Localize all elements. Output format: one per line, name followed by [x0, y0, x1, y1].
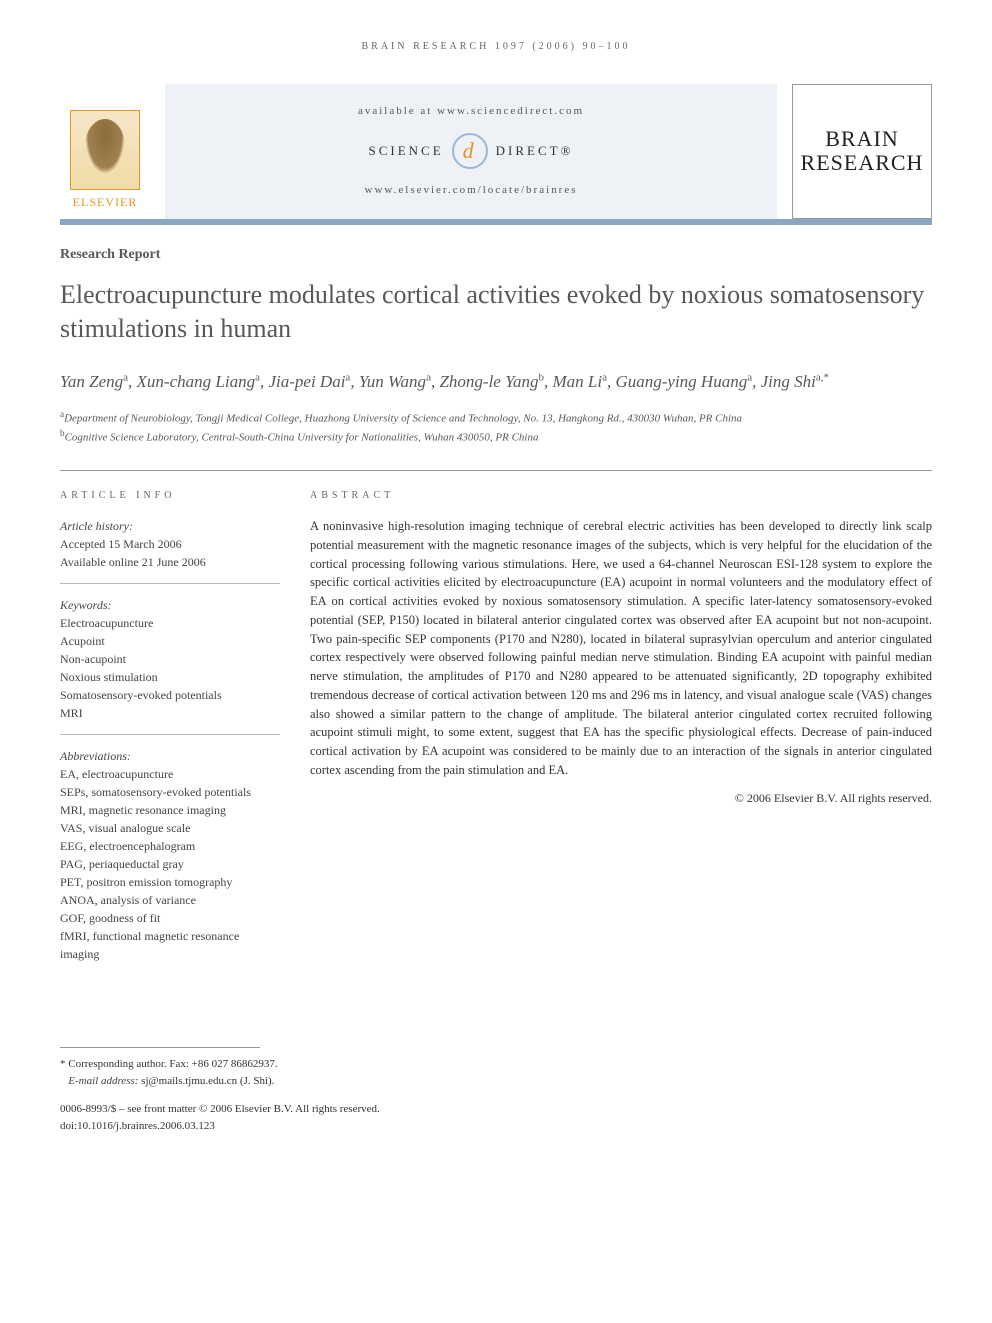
sd-d-icon: d	[452, 133, 488, 169]
publisher-name: ELSEVIER	[73, 194, 138, 211]
email-name: (J. Shi).	[240, 1075, 275, 1087]
running-header: BRAIN RESEARCH 1097 (2006) 90–100	[60, 40, 932, 54]
abbreviation-item: PAG, periaqueductal gray	[60, 855, 280, 873]
abbreviation-item: EA, electroacupuncture	[60, 765, 280, 783]
keyword-item: Non-acupoint	[60, 650, 280, 668]
keyword-item: Noxious stimulation	[60, 668, 280, 686]
abbreviation-item: MRI, magnetic resonance imaging	[60, 801, 280, 819]
abbreviation-item: ANOA, analysis of variance	[60, 891, 280, 909]
publisher-logo: ELSEVIER	[60, 84, 150, 219]
history-line: Available online 21 June 2006	[60, 553, 280, 571]
email-label: E-mail address:	[68, 1075, 138, 1087]
issn-line: 0006-8993/$ – see front matter © 2006 El…	[60, 1101, 932, 1118]
article-type: Research Report	[60, 245, 932, 265]
footnote-separator	[60, 1047, 260, 1048]
affiliation-a-text: Department of Neurobiology, Tongji Medic…	[64, 412, 742, 424]
header-band: ELSEVIER available at www.sciencedirect.…	[60, 84, 932, 225]
article-info-column: ARTICLE INFO Article history: Accepted 1…	[60, 471, 280, 987]
affiliations: aDepartment of Neurobiology, Tongji Medi…	[60, 408, 932, 446]
authors: Yan Zenga, Xun-chang Lianga, Jia-pei Dai…	[60, 370, 932, 394]
doi-line: doi:10.1016/j.brainres.2006.03.123	[60, 1118, 932, 1135]
abstract-column: ABSTRACT A noninvasive high-resolution i…	[310, 471, 932, 987]
history-label: Article history:	[60, 517, 280, 535]
keyword-item: MRI	[60, 704, 280, 722]
corresponding-line: * Corresponding author. Fax: +86 027 868…	[60, 1056, 932, 1073]
article-info-heading: ARTICLE INFO	[60, 489, 280, 503]
abbreviation-item: VAS, visual analogue scale	[60, 819, 280, 837]
abstract-heading: ABSTRACT	[310, 489, 932, 503]
journal-cover-logo: BRAIN RESEARCH	[792, 84, 932, 219]
abbreviation-item: EEG, electroencephalogram	[60, 837, 280, 855]
corresponding-author-footnote: * Corresponding author. Fax: +86 027 868…	[60, 1056, 932, 1089]
journal-name-line2: RESEARCH	[801, 151, 924, 175]
keywords-label: Keywords:	[60, 596, 280, 614]
abbreviation-item: SEPs, somatosensory-evoked potentials	[60, 783, 280, 801]
article-history-block: Article history: Accepted 15 March 2006A…	[60, 517, 280, 584]
email-line: E-mail address: sj@mails.tjmu.edu.cn (J.…	[60, 1073, 932, 1090]
keyword-item: Electroacupuncture	[60, 614, 280, 632]
affiliation-a: aDepartment of Neurobiology, Tongji Medi…	[60, 408, 932, 427]
abbreviation-item: PET, positron emission tomography	[60, 873, 280, 891]
keyword-item: Somatosensory-evoked potentials	[60, 686, 280, 704]
sd-text-left: SCIENCE	[369, 142, 444, 160]
journal-name-line1: BRAIN	[825, 127, 898, 151]
two-column-region: ARTICLE INFO Article history: Accepted 1…	[60, 470, 932, 987]
keyword-item: Acupoint	[60, 632, 280, 650]
sciencedirect-logo: SCIENCE d DIRECT®	[175, 133, 767, 169]
abstract-copyright: © 2006 Elsevier B.V. All rights reserved…	[310, 790, 932, 807]
history-line: Accepted 15 March 2006	[60, 535, 280, 553]
keywords-block: Keywords: ElectroacupunctureAcupointNon-…	[60, 596, 280, 735]
abbreviations-block: Abbreviations: EA, electroacupunctureSEP…	[60, 747, 280, 975]
affiliation-b-text: Cognitive Science Laboratory, Central-So…	[65, 432, 539, 444]
affiliation-b: bCognitive Science Laboratory, Central-S…	[60, 427, 932, 446]
available-at-text: available at www.sciencedirect.com	[175, 104, 767, 119]
sd-text-right: DIRECT®	[496, 142, 574, 160]
abbreviation-item: GOF, goodness of fit	[60, 909, 280, 927]
abbreviation-item: fMRI, functional magnetic resonance imag…	[60, 927, 280, 963]
abstract-text: A noninvasive high-resolution imaging te…	[310, 517, 932, 780]
email-link[interactable]: sj@mails.tjmu.edu.cn	[141, 1075, 237, 1087]
abbreviations-label: Abbreviations:	[60, 747, 280, 765]
page: BRAIN RESEARCH 1097 (2006) 90–100 ELSEVI…	[0, 0, 992, 1164]
center-band: available at www.sciencedirect.com SCIEN…	[165, 84, 777, 219]
bottom-meta: 0006-8993/$ – see front matter © 2006 El…	[60, 1101, 932, 1134]
article-title: Electroacupuncture modulates cortical ac…	[60, 278, 932, 346]
journal-url: www.elsevier.com/locate/brainres	[175, 183, 767, 198]
elsevier-tree-icon	[70, 110, 140, 190]
